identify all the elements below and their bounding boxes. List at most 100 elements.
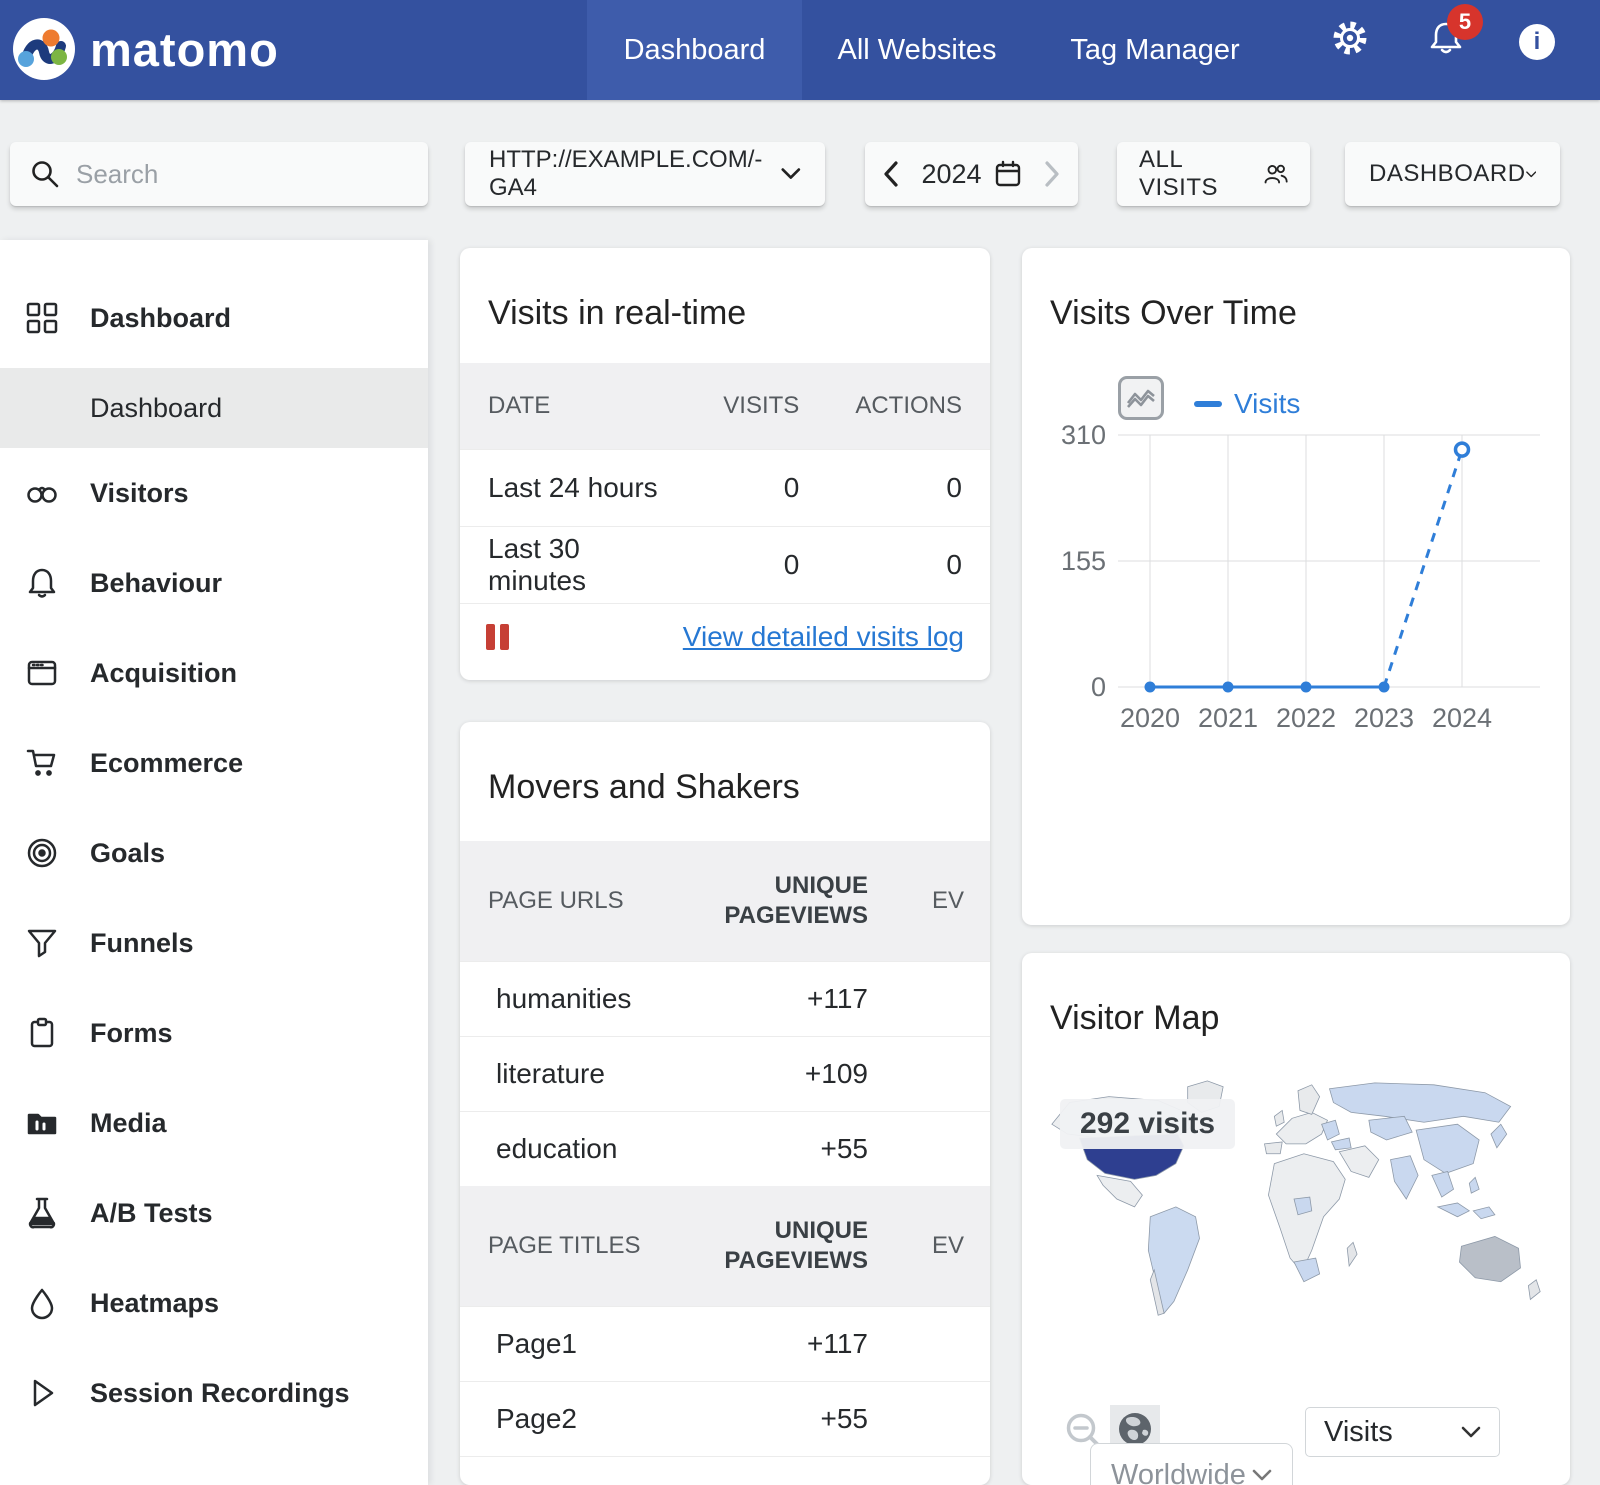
- sidebar-item-session-recordings[interactable]: Session Recordings: [0, 1348, 428, 1438]
- info-icon[interactable]: i: [1519, 24, 1555, 60]
- search-box[interactable]: [10, 142, 428, 206]
- column-header-evolution-clipped[interactable]: EV: [932, 887, 965, 914]
- calendar-icon: [995, 160, 1020, 187]
- header-line2: PAGEVIEWS: [724, 1247, 868, 1274]
- media-icon: [22, 1106, 62, 1140]
- column-header-evolution-clipped[interactable]: EV: [932, 1232, 965, 1259]
- chart-type-icon[interactable]: [1118, 376, 1164, 420]
- svg-text:2020: 2020: [1120, 703, 1180, 733]
- widget-visits-realtime: Visits in real-time DATE VISITS ACTIONS …: [460, 248, 990, 680]
- realtime-footer: View detailed visits log: [460, 603, 990, 670]
- funnel-icon: [22, 926, 62, 960]
- table-row[interactable]: humanities +117: [460, 961, 990, 1036]
- widget-visits-over-time: 0 155 310 2020 2021 2022 2023 2024 Visits Over …: [1022, 248, 1570, 925]
- users-icon: [1264, 164, 1288, 184]
- sidebar-subitem-dashboard[interactable]: Dashboard: [0, 368, 428, 448]
- map-visits-tooltip: 292 visits: [1060, 1099, 1236, 1149]
- sidebar-item-dashboard[interactable]: Dashboard: [0, 268, 428, 368]
- notifications-bell-icon[interactable]: 5: [1426, 4, 1483, 62]
- dashboard-selector[interactable]: DASHBOARD: [1345, 142, 1560, 206]
- settings-gear-icon[interactable]: [1330, 18, 1370, 62]
- matomo-brand[interactable]: matomo: [12, 17, 279, 81]
- nav-tab-tag-manager-label: Tag Manager: [1070, 33, 1240, 66]
- realtime-table: DATE VISITS ACTIONS Last 24 hours 0 0 La…: [460, 363, 990, 603]
- cell-page-url: humanities: [496, 983, 632, 1014]
- nav-tab-tag-manager[interactable]: Tag Manager: [1040, 0, 1270, 100]
- svg-text:2022: 2022: [1276, 703, 1336, 733]
- sidebar-item-ecommerce[interactable]: Ecommerce: [0, 718, 428, 808]
- legend-label: Visits: [1234, 388, 1301, 419]
- cell-actions: 0: [827, 525, 990, 603]
- pause-icon[interactable]: [486, 624, 509, 650]
- sidebar-item-label: Acquisition: [90, 657, 237, 688]
- binoculars-icon: [22, 476, 62, 510]
- table-row[interactable]: Page1 +117: [460, 1306, 990, 1381]
- sidebar-item-visitors[interactable]: Visitors: [0, 448, 428, 538]
- chevron-right-icon[interactable]: [1044, 161, 1060, 187]
- flask-icon: [22, 1196, 62, 1230]
- sidebar-item-heatmaps[interactable]: Heatmaps: [0, 1258, 428, 1348]
- table-row[interactable]: Page2 +55: [460, 1381, 990, 1456]
- chevron-down-icon: [781, 168, 801, 179]
- svg-text:310: 310: [1061, 420, 1106, 450]
- sidebar-item-funnels[interactable]: Funnels: [0, 898, 428, 988]
- left-sidebar: Dashboard Dashboard Visitors Behaviour: [0, 240, 428, 1485]
- sidebar-item-label: A/B Tests: [90, 1197, 213, 1228]
- sidebar-item-ab-tests[interactable]: A/B Tests: [0, 1168, 428, 1258]
- nav-tab-all-websites[interactable]: All Websites: [812, 0, 1022, 100]
- movers-header-page-titles: PAGE TITLES UNIQUE PAGEVIEWS EV: [460, 1186, 990, 1306]
- chevron-left-icon[interactable]: [883, 161, 899, 187]
- dashboard-selector-label: DASHBOARD: [1369, 160, 1526, 187]
- column-header-unique-pageviews[interactable]: UNIQUE PAGEVIEWS: [688, 871, 868, 931]
- map-region-value: Worldwide: [1111, 1458, 1246, 1485]
- svg-text:0: 0: [1091, 672, 1106, 702]
- site-selector[interactable]: HTTP://EXAMPLE.COM/- GA4: [465, 142, 825, 206]
- period-selector[interactable]: 2024: [865, 142, 1078, 206]
- nav-tab-dashboard-label: Dashboard: [623, 33, 766, 66]
- sidebar-item-label: Heatmaps: [90, 1287, 220, 1318]
- sidebar-item-behaviour[interactable]: Behaviour: [0, 538, 428, 628]
- segment-selector[interactable]: ALL VISITS: [1117, 142, 1310, 206]
- column-header-actions[interactable]: ACTIONS: [827, 363, 990, 449]
- sidebar-item-label: Visitors: [90, 477, 189, 508]
- cell-visits: 0: [695, 448, 828, 526]
- column-header-unique-pageviews[interactable]: UNIQUE PAGEVIEWS: [688, 1216, 868, 1276]
- chart-legend[interactable]: Visits: [1194, 388, 1300, 420]
- visits-log-link[interactable]: View detailed visits log: [682, 621, 964, 652]
- header-line1: UNIQUE: [774, 1217, 868, 1244]
- widget-title: Visits in real-time: [488, 294, 747, 332]
- column-header-page-urls[interactable]: PAGE URLS: [488, 887, 624, 914]
- table-row[interactable]: education +55: [460, 1111, 990, 1186]
- play-icon: [22, 1376, 62, 1410]
- map-metric-select[interactable]: Visits: [1305, 1407, 1500, 1457]
- sidebar-item-label: Behaviour: [90, 567, 223, 598]
- cell-page-url: literature: [496, 1058, 605, 1089]
- sidebar-item-label: Media: [90, 1107, 167, 1138]
- sidebar-item-media[interactable]: Media: [0, 1078, 428, 1168]
- sidebar-item-label: Dashboard: [90, 302, 232, 333]
- cell-page-title: Page2: [496, 1403, 577, 1434]
- sidebar-item-goals[interactable]: Goals: [0, 808, 428, 898]
- table-row: [460, 1456, 990, 1485]
- info-icon-glyph: i: [1533, 28, 1541, 55]
- column-header-date[interactable]: DATE: [460, 363, 696, 449]
- nav-tab-dashboard[interactable]: Dashboard: [587, 0, 802, 100]
- table-row[interactable]: literature +109: [460, 1036, 990, 1111]
- column-header-visits[interactable]: VISITS: [695, 363, 828, 449]
- sidebar-item-label: Goals: [90, 837, 166, 868]
- column-header-page-titles[interactable]: PAGE TITLES: [488, 1232, 641, 1259]
- header-line1: UNIQUE: [774, 872, 868, 899]
- sidebar-item-forms[interactable]: Forms: [0, 988, 428, 1078]
- cell-date: Last 24 hours: [460, 448, 696, 526]
- cell-unique-pageviews: +117: [807, 1328, 868, 1359]
- table-row: Last 30 minutes 0 0: [460, 525, 990, 603]
- cell-unique-pageviews: +117: [807, 983, 868, 1014]
- map-region-select[interactable]: Worldwide: [1090, 1443, 1293, 1485]
- chevron-down-icon: [1525, 170, 1536, 177]
- sidebar-item-acquisition[interactable]: Acquisition: [0, 628, 428, 718]
- nav-tab-all-websites-label: All Websites: [837, 33, 997, 66]
- visits-over-time-chart: 0 155 310 2020 2021 2022 2023 2024: [1061, 420, 1540, 733]
- search-input[interactable]: [76, 158, 376, 190]
- grid-icon: [22, 301, 62, 335]
- cell-unique-pageviews: +55: [820, 1403, 869, 1434]
